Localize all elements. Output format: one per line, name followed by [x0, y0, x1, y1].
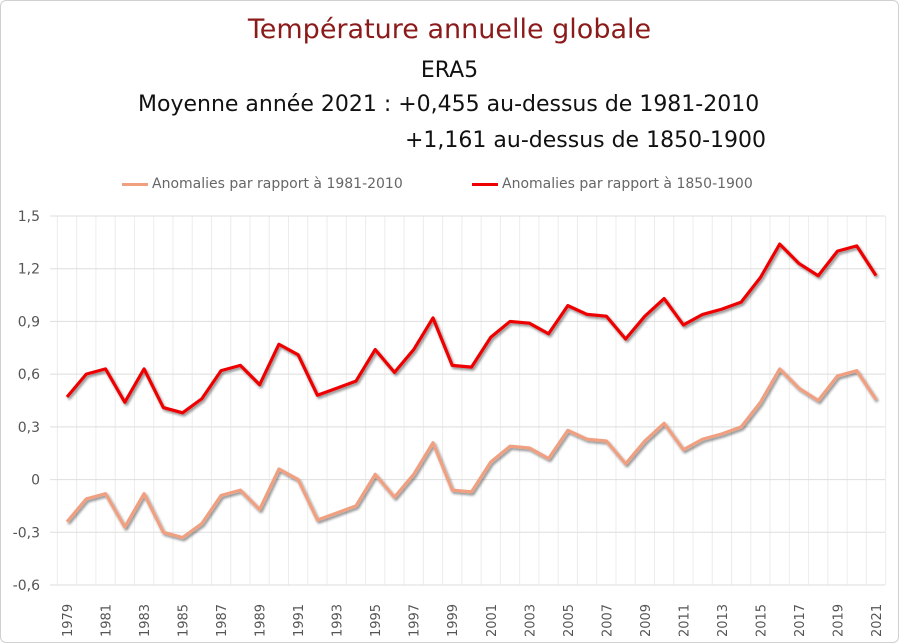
- chart-subtitle-3: +1,161 au-dessus de 1850-1900: [405, 128, 767, 153]
- chart-subtitle-1: ERA5: [420, 58, 479, 83]
- x-tick-label: 2021: [870, 604, 885, 637]
- x-tick-label: 1985: [177, 604, 192, 637]
- x-tick-label: 1999: [446, 604, 461, 637]
- legend-label: Anomalies par rapport à 1981-2010: [152, 176, 403, 192]
- y-tick-label: 0,3: [18, 420, 40, 436]
- series-line-0: [65, 367, 878, 540]
- x-tick-label: 2017: [793, 604, 808, 637]
- x-tick-label: 1993: [331, 604, 346, 637]
- y-tick-label: 0: [31, 473, 40, 489]
- legend-item-1981-2010: Anomalies par rapport à 1981-2010: [122, 176, 403, 192]
- legend-item-1850-1900: Anomalies par rapport à 1850-1900: [472, 176, 753, 192]
- y-tick-label: 0,9: [18, 314, 40, 330]
- chart-subtitle-2: Moyenne année 2021 : +0,455 au-dessus de…: [138, 92, 760, 117]
- x-tick-label: 1987: [215, 604, 230, 637]
- x-tick-label: 1991: [292, 604, 307, 637]
- x-tick-label: 2019: [831, 604, 846, 637]
- y-tick-label: 1,2: [18, 262, 40, 278]
- x-tick-label: 2001: [485, 604, 500, 637]
- x-tick-label: 2007: [600, 604, 615, 637]
- x-tick-label: 2013: [716, 604, 731, 637]
- x-tick-label: 2003: [523, 604, 538, 637]
- legend-label: Anomalies par rapport à 1850-1900: [502, 176, 753, 192]
- legend-swatch: [472, 182, 498, 186]
- x-tick-label: 2005: [562, 604, 577, 637]
- x-tick-label: 1989: [254, 604, 269, 637]
- x-tick-label: 1995: [369, 604, 384, 637]
- chart-title: Température annuelle globale: [247, 14, 652, 45]
- y-tick-label: -0,3: [13, 525, 40, 541]
- y-tick-label: -0,6: [13, 578, 40, 594]
- series-line-1: [65, 242, 878, 415]
- x-tick-label: 2015: [754, 604, 769, 637]
- x-tick-label: 2009: [639, 604, 654, 637]
- legend-swatch: [122, 182, 148, 186]
- y-tick-label: 0,6: [18, 367, 40, 383]
- x-tick-label: 2011: [677, 604, 692, 637]
- x-tick-label: 1981: [100, 604, 115, 637]
- x-tick-label: 1983: [138, 604, 153, 637]
- x-tick-label: 1979: [61, 604, 76, 637]
- y-tick-label: 1,5: [18, 209, 40, 225]
- x-tick-label: 1997: [408, 604, 423, 637]
